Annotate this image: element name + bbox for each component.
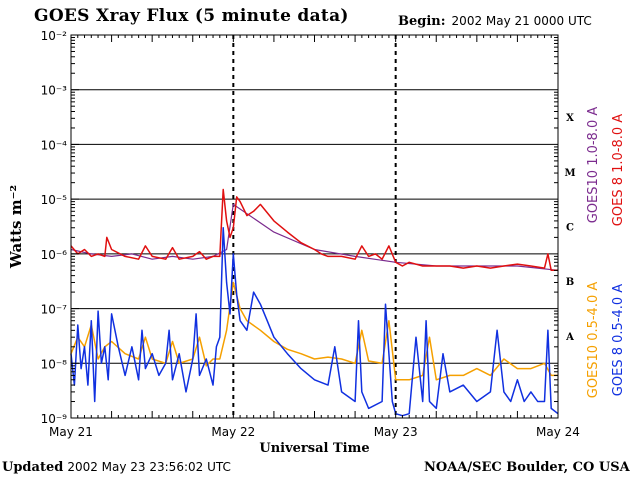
flare-class-letter: C — [566, 223, 574, 234]
x-axis-label: Universal Time — [259, 441, 369, 456]
series-line — [70, 203, 559, 271]
series-legend-label: GOES10 0.5-4.0 A — [586, 282, 601, 399]
y-axis-label: Watts m⁻² — [7, 185, 25, 269]
begin-value: 2002 May 21 0000 UTC — [451, 14, 592, 28]
series-lines — [70, 188, 559, 417]
y-tick-label: 10⁻⁹ — [41, 412, 68, 426]
series-legend-label: GOES 8 0.5-4.0 A — [611, 284, 626, 396]
y-tick-label: 10⁻⁶ — [41, 248, 68, 262]
flare-class-letter: A — [565, 332, 574, 343]
series-legend-label: GOES10 1.0-8.0 A — [586, 107, 601, 224]
begin-info: Begin: 2002 May 21 0000 UTC — [398, 14, 592, 29]
x-tick-label: May 21 — [49, 425, 93, 439]
y-tick-label: 10⁻⁴ — [41, 138, 68, 152]
flare-class-letter: M — [564, 168, 575, 179]
x-tick-label: May 24 — [536, 425, 580, 439]
updated-value: 2002 May 23 23:56:02 UTC — [67, 460, 231, 474]
begin-label: Begin: — [398, 14, 446, 29]
series-legend-label: GOES 8 1.0-8.0 A — [611, 114, 626, 226]
flare-class-letter: X — [566, 113, 574, 124]
series-line — [70, 188, 558, 272]
chart-title: GOES Xray Flux (5 minute data) — [34, 6, 349, 26]
flare-class-letter: B — [566, 277, 574, 288]
y-tick-label: 10⁻⁸ — [41, 357, 68, 371]
y-tick-label: 10⁻⁷ — [41, 303, 68, 317]
series-line — [70, 281, 558, 381]
series-line — [70, 227, 559, 417]
axis-labels: 10⁻⁹ 10⁻⁸ 10⁻⁷ 10⁻⁶ 10⁻⁵ 10⁻⁴ 10⁻³ 10⁻² May 21 Ma… — [7, 29, 626, 456]
updated-info: Updated 2002 May 23 23:56:02 UTC — [2, 460, 231, 475]
updated-label: Updated — [2, 460, 64, 475]
credit-text: NOAA/SEC Boulder, CO USA — [424, 460, 630, 475]
y-tick-label: 10⁻⁵ — [41, 193, 68, 207]
x-tick-label: May 22 — [211, 425, 255, 439]
y-tick-label: 10⁻³ — [41, 84, 68, 98]
y-tick-label: 10⁻² — [41, 29, 68, 43]
axes — [70, 34, 559, 419]
x-tick-label: May 23 — [374, 425, 418, 439]
